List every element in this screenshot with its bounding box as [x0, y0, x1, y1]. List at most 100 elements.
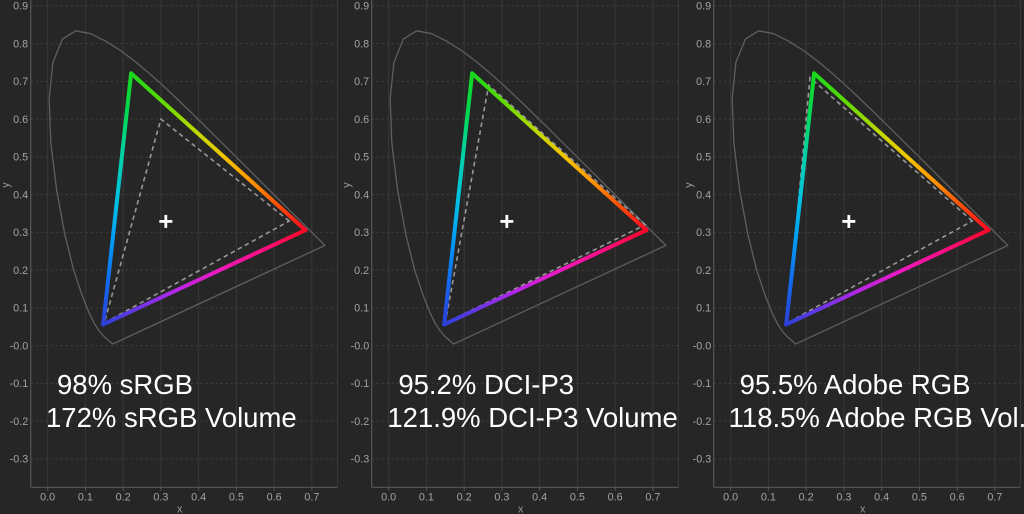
gamut-coverage-label: 95.5% Adobe RGB [739, 369, 971, 400]
x-tick-label: 0.1 [78, 491, 93, 503]
y-tick-label: 0.2 [13, 265, 28, 277]
grid [372, 0, 679, 488]
white-point-marker [500, 214, 514, 228]
gamut-coverage-label: 95.2% DCI-P3 [398, 369, 575, 400]
y-tick-label: 0.2 [355, 265, 370, 277]
y-tick-label: 0.8 [13, 38, 28, 50]
y-tick-label: 0.9 [355, 1, 370, 13]
y-tick-label: 0.9 [13, 1, 28, 13]
y-tick-label: 0.8 [696, 38, 711, 50]
white-point-marker [841, 214, 855, 228]
y-axis-title: y [341, 182, 353, 188]
measured-gamut-triangle [101, 71, 308, 327]
grid [713, 0, 1021, 488]
y-tick-label: 0.4 [13, 189, 28, 201]
chromaticity-chart-svg: 0.0 0.1 0.2 0.3 0.4 0.5 0.6 0.7 0.9 0.8 0.7 0.6 0.5 0… [0, 0, 338, 514]
y-tick-label: -0.0 [692, 340, 711, 352]
y-tick-label: 0.4 [355, 189, 370, 201]
x-axis-title: x [177, 503, 183, 514]
measured-gamut-edge-bottom [442, 228, 649, 327]
chromaticity-diagram-srgb: 0.0 0.1 0.2 0.3 0.4 0.5 0.6 0.7 0.9 0.8 0.7 0.6 0.5 0… [0, 0, 341, 514]
y-tick-label: 0.2 [696, 265, 711, 277]
chromaticity-diagram-adobe-rgb: 0.0 0.1 0.2 0.3 0.4 0.5 0.6 0.7 0.9 0.8 0.7 0.6 0.5 0… [683, 0, 1024, 514]
y-tick-label: 0.5 [13, 152, 28, 164]
x-tick-label: 0.2 [116, 491, 131, 503]
chart-panel-adobe-rgb: 0.0 0.1 0.2 0.3 0.4 0.5 0.6 0.7 0.9 0.8 0.7 0.6 0.5 0… [683, 0, 1024, 514]
x-tick-label: 0.6 [267, 491, 282, 503]
measured-gamut-edge-bottom [783, 228, 991, 327]
y-axis-title: y [683, 182, 695, 188]
y-tick-label: 0.6 [355, 114, 370, 126]
y-tick-label: -0.3 [692, 454, 711, 466]
x-tick-label: 0.1 [761, 491, 776, 503]
y-tick-label: -0.3 [10, 454, 29, 466]
y-tick-label: 0.5 [355, 152, 370, 164]
measured-gamut-triangle [783, 71, 991, 327]
y-tick-label: -0.1 [351, 378, 370, 390]
x-tick-label: 0.2 [798, 491, 813, 503]
reference-gamut-triangle [444, 83, 648, 325]
y-tick-label: -0.0 [351, 340, 370, 352]
x-tick-label: 0.3 [153, 491, 168, 503]
x-tick-label: 0.7 [646, 491, 661, 503]
y-tick-label: 0.8 [355, 38, 370, 50]
y-tick-label: -0.1 [10, 378, 29, 390]
x-tick-label: 0.5 [912, 491, 927, 503]
y-tick-label: 0.1 [355, 303, 370, 315]
y-tick-label: -0.3 [351, 454, 370, 466]
spectral-locus [731, 30, 1009, 345]
measured-gamut-edge-left [783, 71, 816, 327]
spectral-locus [389, 30, 667, 345]
white-point-marker [159, 214, 173, 228]
x-tick-label: 0.5 [229, 491, 244, 503]
x-tick-label: 0.2 [457, 491, 472, 503]
y-tick-label: 0.6 [13, 114, 28, 126]
y-tick-label: 0.1 [696, 303, 711, 315]
gamut-volume-label: 118.5% Adobe RGB Vol. [728, 402, 1024, 433]
x-tick-label: 0.5 [570, 491, 585, 503]
y-tick-label: 0.6 [696, 114, 711, 126]
chromaticity-diagram-dci-p3: 0.0 0.1 0.2 0.3 0.4 0.5 0.6 0.7 0.9 0.8 0.7 0.6 0.5 0… [341, 0, 682, 514]
y-tick-label: 0.7 [13, 76, 28, 88]
reference-gamut-triangle [785, 75, 974, 325]
gamut-volume-label: 121.9% DCI-P3 Volume [387, 402, 678, 433]
gamut-caption-adobe-rgb: 95.5% Adobe RGB 118.5% Adobe RGB Vol. [729, 368, 1024, 434]
gamut-caption-srgb: 98% sRGB 172% sRGB Volume [46, 368, 297, 434]
grid [30, 0, 338, 488]
gamut-caption-dci-p3: 95.2% DCI-P3 121.9% DCI-P3 Volume [387, 368, 677, 434]
x-tick-label: 0.7 [304, 491, 319, 503]
y-tick-label: 0.3 [13, 227, 28, 239]
y-tick-label: 0.1 [13, 303, 28, 315]
x-tick-label: 0.0 [40, 491, 55, 503]
y-axis-title: y [0, 182, 12, 188]
measured-gamut-edge-right [129, 71, 308, 233]
y-tick-label: -0.0 [10, 340, 29, 352]
x-tick-label: 0.3 [495, 491, 510, 503]
chromaticity-chart-svg: 0.0 0.1 0.2 0.3 0.4 0.5 0.6 0.7 0.9 0.8 0.7 0.6 0.5 0… [683, 0, 1021, 514]
x-tick-label: 0.1 [419, 491, 434, 503]
y-tick-label: 0.5 [696, 152, 711, 164]
measured-gamut-triangle [442, 71, 649, 327]
y-tick-label: -0.2 [692, 416, 711, 428]
x-axis-title: x [518, 503, 524, 514]
y-tick-label: 0.3 [696, 227, 711, 239]
measured-gamut-edge-right [811, 71, 991, 233]
y-tick-label: 0.7 [696, 76, 711, 88]
gamut-volume-label: 172% sRGB Volume [46, 402, 297, 433]
y-tick-label: -0.2 [10, 416, 29, 428]
x-tick-label: 0.7 [987, 491, 1002, 503]
x-tick-label: 0.4 [874, 491, 889, 503]
x-tick-label: 0.0 [723, 491, 738, 503]
spectral-locus [48, 30, 326, 345]
x-axis-title: x [860, 503, 866, 514]
gamut-coverage-label: 98% sRGB [57, 369, 194, 400]
measured-gamut-edge-left [101, 71, 134, 327]
y-tick-label: -0.1 [692, 378, 711, 390]
reference-gamut-triangle [102, 117, 291, 325]
chromaticity-chart-svg: 0.0 0.1 0.2 0.3 0.4 0.5 0.6 0.7 0.9 0.8 0.7 0.6 0.5 0… [341, 0, 680, 514]
y-tick-label: 0.9 [696, 1, 711, 13]
y-tick-label: 0.4 [696, 189, 711, 201]
x-tick-label: 0.4 [532, 491, 547, 503]
measured-gamut-edge-left [442, 71, 475, 327]
y-tick-label: 0.7 [355, 76, 370, 88]
